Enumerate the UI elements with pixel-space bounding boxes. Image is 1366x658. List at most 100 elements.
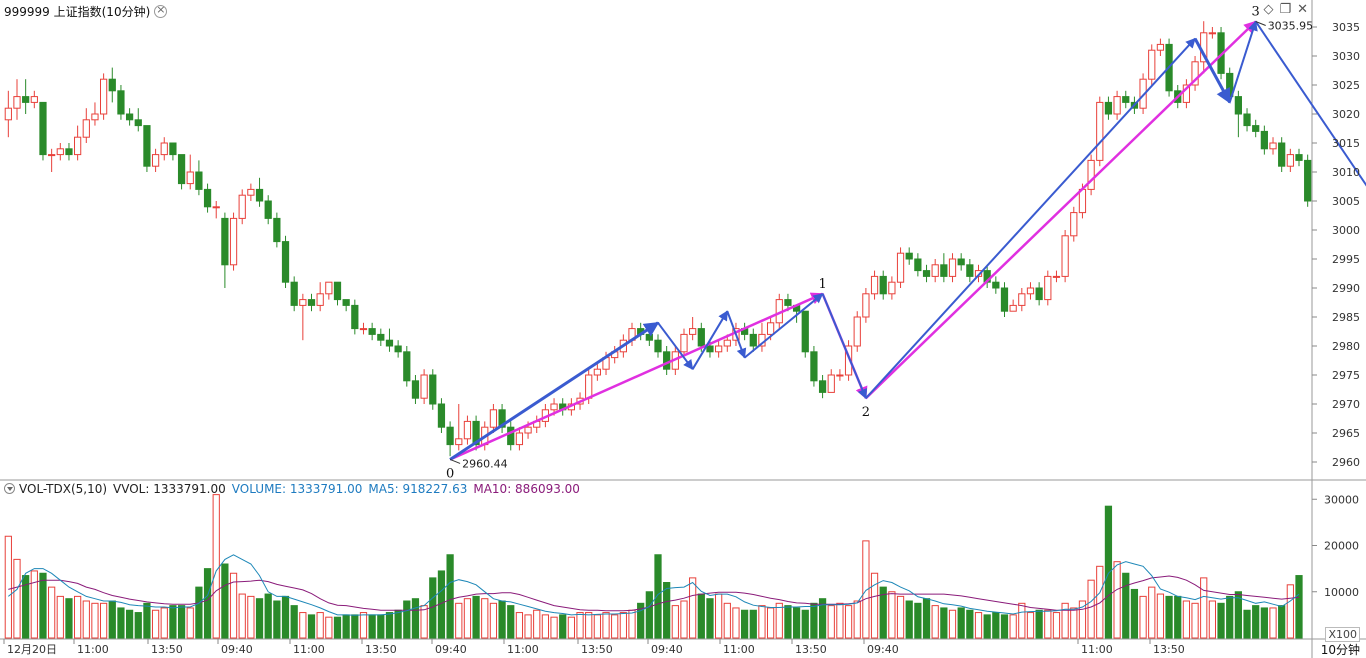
- candle[interactable]: [186, 154, 194, 190]
- candle[interactable]: [1087, 154, 1095, 196]
- candle[interactable]: [870, 270, 879, 300]
- candle[interactable]: [65, 143, 73, 161]
- candle[interactable]: [749, 328, 757, 352]
- candle[interactable]: [437, 398, 446, 433]
- candle[interactable]: [1104, 96, 1113, 120]
- candle[interactable]: [247, 183, 255, 201]
- candle[interactable]: [1295, 148, 1303, 167]
- candle[interactable]: [957, 253, 965, 271]
- candle[interactable]: [1156, 38, 1165, 56]
- candle[interactable]: [862, 288, 870, 323]
- candle[interactable]: [966, 259, 974, 283]
- candle[interactable]: [99, 73, 108, 120]
- candle[interactable]: [844, 340, 853, 381]
- candle[interactable]: [307, 293, 316, 312]
- candle[interactable]: [39, 101, 47, 161]
- candle[interactable]: [403, 346, 411, 387]
- candle[interactable]: [151, 148, 160, 172]
- candle[interactable]: [1009, 299, 1017, 312]
- candle[interactable]: [922, 264, 931, 283]
- candle[interactable]: [1208, 27, 1217, 39]
- candle[interactable]: [420, 369, 428, 404]
- candle[interactable]: [1148, 44, 1156, 85]
- candle[interactable]: [290, 276, 298, 312]
- close-window-icon[interactable]: ✕: [1297, 2, 1314, 17]
- candle[interactable]: [1139, 73, 1147, 114]
- candle[interactable]: [13, 79, 21, 120]
- candle[interactable]: [455, 404, 463, 451]
- candle[interactable]: [1018, 288, 1026, 312]
- candle[interactable]: [948, 253, 957, 283]
- candle[interactable]: [316, 282, 324, 312]
- candle[interactable]: [1286, 148, 1294, 172]
- candle[interactable]: [281, 235, 290, 288]
- restore-window-icon[interactable]: ❐: [1279, 2, 1298, 17]
- candle[interactable]: [143, 125, 151, 172]
- candle[interactable]: [1182, 79, 1191, 109]
- candle[interactable]: [853, 311, 861, 352]
- candle[interactable]: [1070, 206, 1078, 242]
- candle[interactable]: [992, 276, 1000, 294]
- period-selector[interactable]: 10分钟: [1320, 643, 1360, 657]
- candle[interactable]: [1052, 270, 1061, 283]
- candle[interactable]: [30, 90, 38, 109]
- candle[interactable]: [203, 183, 212, 213]
- candle[interactable]: [489, 404, 498, 433]
- volume-indicator-name[interactable]: VOL-TDX(5,10): [19, 482, 108, 496]
- candle[interactable]: [472, 415, 480, 451]
- candle[interactable]: [125, 108, 134, 126]
- candle[interactable]: [4, 90, 12, 138]
- candle[interactable]: [446, 421, 454, 457]
- candle[interactable]: [1026, 282, 1035, 300]
- candle[interactable]: [879, 270, 887, 300]
- candle[interactable]: [48, 148, 56, 172]
- candle[interactable]: [680, 328, 688, 358]
- candle[interactable]: [56, 143, 64, 161]
- candle[interactable]: [1269, 137, 1277, 155]
- candle[interactable]: [238, 189, 246, 225]
- candle[interactable]: [1200, 21, 1208, 74]
- candle[interactable]: [498, 404, 506, 433]
- candle[interactable]: [117, 85, 125, 120]
- candle[interactable]: [1243, 108, 1251, 132]
- candle[interactable]: [1044, 270, 1052, 306]
- candle[interactable]: [654, 334, 662, 358]
- candle[interactable]: [299, 293, 307, 341]
- candle[interactable]: [896, 247, 905, 288]
- candle[interactable]: [429, 369, 437, 410]
- candle[interactable]: [758, 322, 766, 352]
- candle[interactable]: [385, 328, 394, 352]
- candle[interactable]: [888, 276, 896, 300]
- candle[interactable]: [394, 340, 402, 358]
- candle[interactable]: [377, 328, 385, 346]
- candle[interactable]: [325, 281, 333, 300]
- candle[interactable]: [810, 346, 818, 387]
- candle[interactable]: [1035, 282, 1043, 306]
- candle[interactable]: [801, 310, 809, 358]
- candle[interactable]: [212, 201, 220, 219]
- candle[interactable]: [931, 259, 939, 283]
- candle[interactable]: [169, 142, 177, 161]
- candle[interactable]: [1000, 282, 1009, 317]
- candle[interactable]: [914, 253, 922, 277]
- candle[interactable]: [827, 369, 835, 393]
- candle[interactable]: [1122, 90, 1130, 109]
- candle[interactable]: [221, 212, 229, 288]
- candle[interactable]: [1252, 119, 1260, 138]
- close-indicator-icon[interactable]: [154, 3, 168, 18]
- candle[interactable]: [134, 108, 142, 132]
- candle[interactable]: [463, 415, 472, 445]
- candle[interactable]: [411, 375, 420, 404]
- candle[interactable]: [177, 154, 186, 190]
- candle[interactable]: [1234, 90, 1242, 138]
- candle[interactable]: [689, 317, 697, 341]
- diamond-icon[interactable]: ◇: [1263, 2, 1280, 17]
- candle[interactable]: [836, 369, 844, 381]
- candle[interactable]: [195, 160, 203, 196]
- candle[interactable]: [1061, 230, 1069, 283]
- candle[interactable]: [593, 363, 601, 381]
- candle[interactable]: [515, 427, 524, 451]
- candle[interactable]: [108, 67, 116, 103]
- candle[interactable]: [74, 125, 82, 161]
